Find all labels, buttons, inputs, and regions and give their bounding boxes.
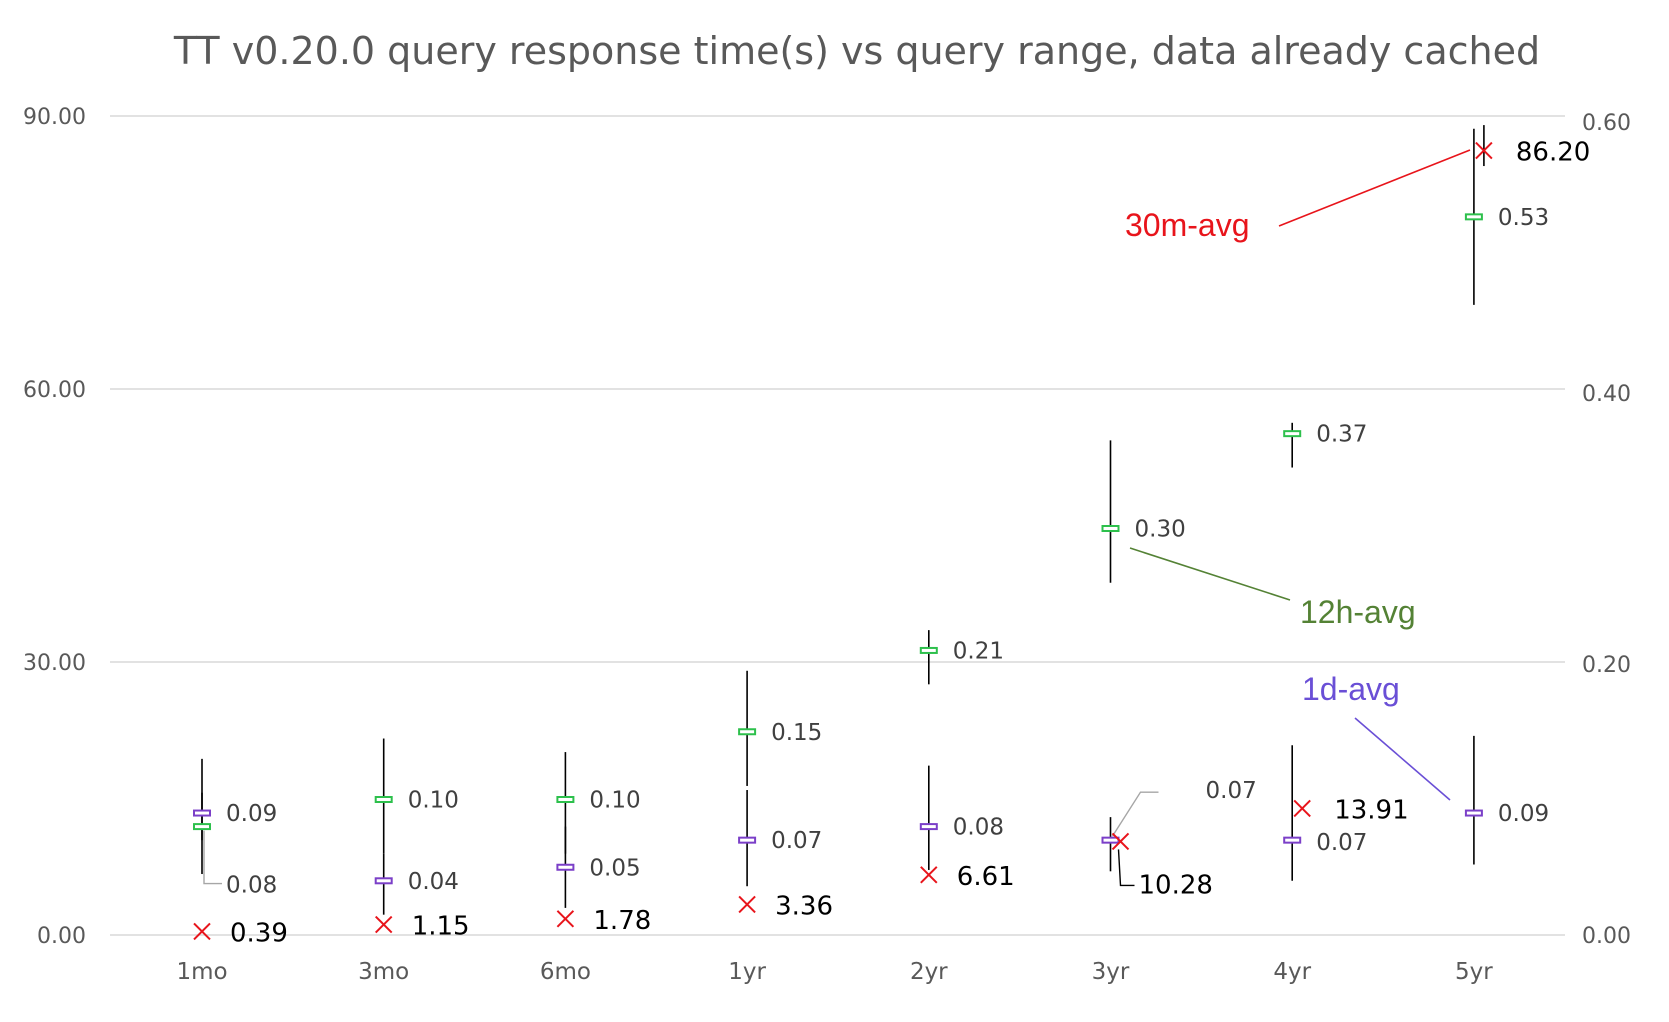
series-30m-avg-label: 10.28 [1139, 870, 1213, 900]
right-y-tick-label: 0.60 [1582, 111, 1631, 136]
series-12h-avg-marker [1283, 430, 1302, 438]
series-1d-avg-label: 0.08 [953, 815, 1004, 841]
series-12h-avg-label: 0.10 [408, 788, 459, 814]
left-y-axis: 90.00 60.00 30.00 0.00 [23, 105, 86, 949]
series-12h-avg-marker [374, 796, 393, 803]
x-marker-stroke [1475, 141, 1493, 160]
series-30m-avg-marker [556, 910, 575, 928]
series-12h-avg-label: 0.21 [953, 638, 1004, 664]
series-30m-avg-label: 86.20 [1516, 138, 1590, 168]
chart-title: TT v0.20.0 query response time(s) vs que… [173, 29, 1540, 73]
x-tick-label: 1mo [176, 959, 227, 985]
x-marker-stroke [1293, 799, 1311, 818]
right-y-axis: 0.60 0.40 0.20 0.00 [1582, 111, 1631, 949]
left-y-tick-label: 30.00 [23, 651, 86, 676]
x-marker-stroke [920, 866, 938, 884]
x-tick-label: 3yr [1092, 959, 1130, 985]
series-30m-avg-marker [193, 922, 211, 941]
series-12h-avg-marker [193, 823, 211, 831]
series-name-leader [1129, 547, 1291, 601]
series-name-leader [1354, 717, 1451, 801]
series-names: 30m-avg 12h-avg 1d-avg [1125, 207, 1416, 707]
x-tick-label: 4yr [1273, 959, 1311, 985]
leader-lines [203, 149, 1471, 887]
series-1d-avg-marker [1464, 809, 1483, 817]
series-12h-avg-marker [919, 646, 938, 654]
gridlines [110, 115, 1565, 936]
left-y-tick-label: 90.00 [23, 105, 86, 130]
error-bars [201, 125, 1485, 915]
data-labels: 0.08 0.10 0.10 0.15 0.21 0.30 0.37 0.53 0.09 0.04… [226, 138, 1590, 949]
series-12h-avg-label: 0.15 [771, 720, 822, 746]
series-1d-avg-label: 0.07 [1206, 778, 1257, 804]
series-name-30m-avg: 30m-avg [1125, 207, 1250, 243]
series-30m-avg-label: 0.39 [230, 918, 288, 948]
right-y-tick-label: 0.40 [1582, 382, 1631, 407]
series-12h-avg-marker [1464, 213, 1483, 221]
x-marker-stroke [1111, 832, 1130, 851]
x-tick-label: 5yr [1455, 959, 1493, 985]
series-12h-avg-label: 0.10 [589, 788, 640, 814]
series-name-12h-avg: 12h-avg [1300, 594, 1416, 630]
left-y-tick-label: 60.00 [23, 378, 86, 403]
series-30m-avg-marker [920, 866, 938, 884]
x-axis: 1mo 3mo 6mo 1yr 2yr 3yr 4yr 5yr [176, 959, 1493, 985]
series-30m-avg-marker [1111, 832, 1130, 851]
series-12h-avg-label: 0.30 [1135, 517, 1186, 543]
series-30m-avg-label: 3.36 [775, 891, 833, 921]
series-1d-avg-label: 0.04 [408, 869, 459, 895]
leader-line [1117, 849, 1135, 887]
series-1d-avg-label: 0.07 [1316, 830, 1367, 856]
series-12h-avg-marker [1101, 525, 1120, 532]
series-name-leader [1278, 149, 1471, 227]
series-1d-avg-label: 0.05 [589, 855, 640, 881]
series-30m-avg-label: 1.15 [412, 912, 470, 942]
x-tick-label: 3mo [358, 959, 409, 985]
series-30m-avg-marker [374, 915, 393, 934]
markers [193, 141, 1493, 941]
series-30m-avg-marker [738, 895, 756, 914]
series-30m-avg-label: 13.91 [1334, 795, 1408, 825]
leader-line [1111, 791, 1159, 837]
series-name-1d-avg: 1d-avg [1302, 671, 1400, 707]
leader-line [203, 830, 222, 885]
series-30m-avg-marker [1475, 141, 1493, 160]
series-1d-avg-marker [919, 823, 938, 831]
series-30m-avg-label: 1.78 [593, 906, 651, 936]
right-y-tick-label: 0.20 [1582, 653, 1631, 678]
series-1d-avg-marker [1283, 836, 1302, 844]
series-1d-avg-marker [374, 877, 393, 885]
series-1d-avg-marker [193, 809, 211, 817]
series-1d-avg-marker [738, 836, 757, 844]
series-12h-avg-label: 0.53 [1498, 205, 1549, 231]
series-1d-avg-marker [556, 863, 575, 871]
x-tick-label: 1yr [728, 959, 766, 985]
series-30m-avg-marker [1293, 799, 1311, 818]
series-30m-avg-label: 6.61 [957, 862, 1015, 892]
series-12h-avg-label: 0.37 [1316, 422, 1367, 448]
series-1d-avg-label: 0.07 [771, 828, 822, 854]
series-12h-avg-label: 0.08 [226, 873, 277, 899]
series-12h-avg-marker [738, 728, 757, 736]
x-marker-stroke [738, 895, 756, 914]
left-y-tick-label: 0.00 [37, 924, 86, 949]
x-marker-stroke [374, 915, 393, 934]
x-marker-stroke [556, 910, 575, 928]
series-1d-avg-label: 0.09 [226, 801, 277, 827]
x-marker-stroke [193, 922, 211, 941]
series-12h-avg-marker [556, 796, 575, 803]
right-y-tick-label: 0.00 [1582, 924, 1631, 949]
x-tick-label: 2yr [910, 959, 948, 985]
x-tick-label: 6mo [540, 959, 591, 985]
series-1d-avg-label: 0.09 [1498, 801, 1549, 827]
